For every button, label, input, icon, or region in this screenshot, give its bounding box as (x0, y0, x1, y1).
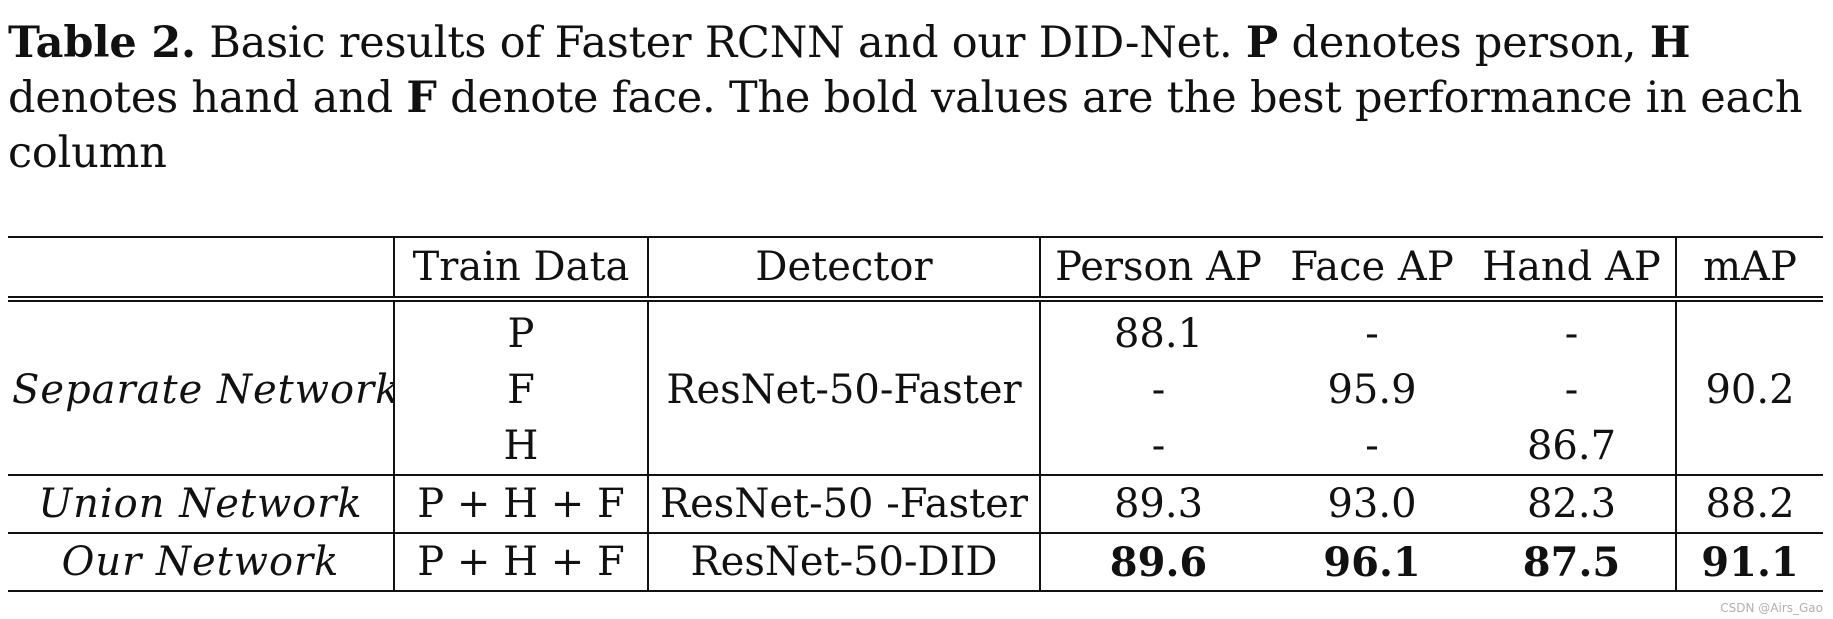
our-network-label: Our Network (8, 532, 395, 592)
header-empty (8, 236, 395, 302)
caption-bold-p: P (1245, 18, 1279, 68)
ours-train: P + H + F (394, 532, 649, 592)
caption-text-1: Basic results of Faster RCNN and our DID… (195, 18, 1246, 68)
separate-network-label: Separate Network (8, 299, 395, 475)
table-row: Separate Network P ResNet-50-Faster 88.1… (8, 299, 1823, 475)
ours-hand-ap: 87.5 (1468, 532, 1677, 592)
table-row: F - 95.9 - (8, 362, 1823, 418)
table-caption: Table 2. Basic results of Faster RCNN an… (8, 16, 1823, 181)
results-table: Train Data Detector Person AP Face AP Ha… (8, 236, 1823, 592)
separate-f-hand-ap: - (1468, 362, 1677, 418)
separate-h-person-ap: - (1151, 423, 1166, 469)
ours-map: 91.1 (1676, 532, 1823, 592)
union-face-ap: 93.0 (1276, 474, 1468, 533)
separate-p-face-ap: - (1365, 311, 1379, 357)
header-hand-ap: Hand AP (1468, 236, 1677, 302)
separate-detector: ResNet-50-Faster (648, 299, 1041, 475)
caption-bold-h: H (1649, 18, 1691, 68)
table-row: Our Network P + H + F ResNet-50-DID 89.6… (8, 532, 1823, 592)
header-face-ap: Face AP (1276, 236, 1468, 302)
separate-f-face-ap: 95.9 (1327, 367, 1417, 413)
header-detector: Detector (648, 236, 1041, 302)
union-network-label: Union Network (8, 474, 395, 533)
union-hand-ap: 82.3 (1468, 474, 1677, 533)
watermark: CSDN @Airs_Gao (1720, 601, 1823, 615)
header-train-data: Train Data (394, 236, 649, 302)
separate-f-person-ap: - (1151, 367, 1166, 413)
ours-detector: ResNet-50-DID (648, 532, 1041, 592)
ours-face-ap: 96.1 (1276, 532, 1468, 592)
caption-text-4: denote face. The bold values are the bes… (8, 73, 1803, 178)
caption-bold-f: F (406, 73, 437, 123)
table-row: H - - 86.7 (8, 418, 1823, 475)
separate-train-h: H (394, 418, 649, 475)
header-person-ap: Person AP (1040, 236, 1276, 302)
header-row: Train Data Detector Person AP Face AP Ha… (8, 236, 1823, 302)
union-person-ap: 89.3 (1040, 474, 1276, 533)
separate-h-face-ap: - (1365, 423, 1379, 469)
separate-map: 90.2 (1705, 367, 1795, 413)
ours-person-ap: 89.6 (1040, 532, 1276, 592)
separate-p-person-ap: 88.1 (1113, 311, 1204, 357)
caption-label: Table 2. (8, 18, 196, 68)
separate-train-f: F (394, 362, 649, 418)
caption-text-2: denotes person, (1278, 18, 1650, 68)
table-row: Union Network P + H + F ResNet-50 -Faste… (8, 474, 1823, 533)
header-map: mAP (1676, 236, 1823, 302)
separate-p-hand-ap: - (1468, 299, 1677, 362)
union-train: P + H + F (394, 474, 649, 533)
union-detector: ResNet-50 -Faster (648, 474, 1041, 533)
caption-text-3: denotes hand and (8, 73, 407, 123)
union-map: 88.2 (1676, 474, 1823, 533)
separate-train-p: P (394, 299, 649, 362)
separate-h-hand-ap: 86.7 (1468, 418, 1677, 475)
